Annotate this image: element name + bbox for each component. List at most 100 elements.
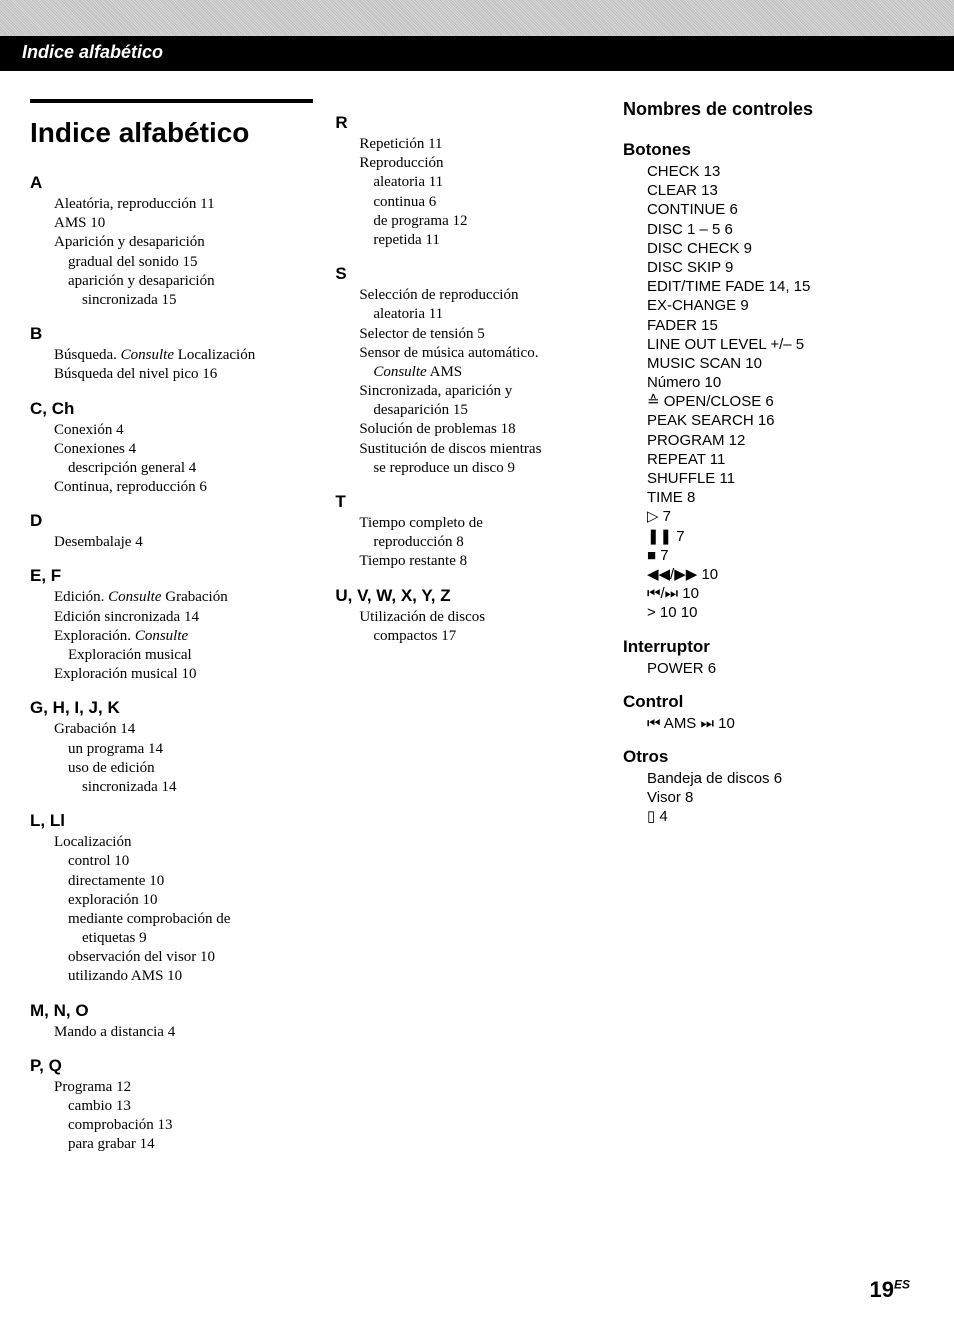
index-entry: aleatoria 11 bbox=[373, 305, 601, 324]
main-title: Indice alfabético bbox=[30, 99, 313, 149]
index-entries: Mando a distancia 4 bbox=[30, 1023, 313, 1042]
index-entry: Selección de reproducción bbox=[359, 286, 601, 305]
index-entries: Edición. Consulte GrabaciónEdición sincr… bbox=[30, 588, 313, 684]
index-column-2: RRepetición 11Reproducciónaleatoria 11co… bbox=[335, 99, 601, 1155]
index-entry: utilizando AMS 10 bbox=[68, 967, 313, 986]
letter-heading: M, N, O bbox=[30, 1001, 313, 1021]
index-entry: exploración 10 bbox=[68, 891, 313, 910]
index-entry: desaparición 15 bbox=[373, 401, 601, 420]
index-entry: Conexiones 4 bbox=[54, 440, 313, 459]
index-entry: Solución de problemas 18 bbox=[359, 420, 601, 439]
index-entries: Búsqueda. Consulte LocalizaciónBúsqueda … bbox=[30, 346, 313, 384]
control-entry: DISC 1 – 5 6 bbox=[647, 220, 924, 239]
index-entry: Desembalaje 4 bbox=[54, 533, 313, 552]
index-entry: Tiempo completo de bbox=[359, 514, 601, 533]
index-entry: Aleatória, reproducción 11 bbox=[54, 195, 313, 214]
controls-column: Nombres de controles BotonesCHECK 13CLEA… bbox=[623, 99, 924, 1155]
control-entry: > 10 10 bbox=[647, 603, 924, 622]
letter-heading: U, V, W, X, Y, Z bbox=[335, 586, 601, 606]
header-title: Indice alfabético bbox=[22, 42, 163, 62]
index-entry: cambio 13 bbox=[68, 1097, 313, 1116]
index-entry: sincronizada 15 bbox=[82, 291, 313, 310]
control-entry: EDIT/TIME FADE 14, 15 bbox=[647, 277, 924, 296]
index-entries: Utilización de discoscompactos 17 bbox=[335, 608, 601, 646]
letter-heading: A bbox=[30, 173, 313, 193]
letter-heading: E, F bbox=[30, 566, 313, 586]
index-entry: mediante comprobación de bbox=[68, 910, 313, 929]
control-entry: ◀◀/▶▶ 10 bbox=[647, 565, 924, 584]
index-entry: Conexión 4 bbox=[54, 421, 313, 440]
index-entry: Exploración musical 10 bbox=[54, 665, 313, 684]
index-entry: Búsqueda del nivel pico 16 bbox=[54, 365, 313, 384]
index-entry: Sensor de música automático. bbox=[359, 344, 601, 363]
control-entry: SHUFFLE 11 bbox=[647, 469, 924, 488]
letter-heading: T bbox=[335, 492, 601, 512]
index-entry: para grabar 14 bbox=[68, 1135, 313, 1154]
letter-heading: P, Q bbox=[30, 1056, 313, 1076]
letter-heading: G, H, I, J, K bbox=[30, 698, 313, 718]
control-entries: Bandeja de discos 6Visor 8▯ 4 bbox=[623, 769, 924, 827]
index-entry: sincronizada 14 bbox=[82, 778, 313, 797]
index-entries: Selección de reproducciónaleatoria 11Sel… bbox=[335, 286, 601, 478]
index-entry: AMS 10 bbox=[54, 214, 313, 233]
index-entries: Aleatória, reproducción 11AMS 10Aparició… bbox=[30, 195, 313, 310]
index-entry: comprobación 13 bbox=[68, 1116, 313, 1135]
control-group-heading: Botones bbox=[623, 140, 924, 160]
index-entry: se reproduce un disco 9 bbox=[373, 459, 601, 478]
control-entry: DISC CHECK 9 bbox=[647, 239, 924, 258]
control-entry: ▷ 7 bbox=[647, 507, 924, 526]
scan-noise bbox=[0, 0, 954, 36]
index-entry: Mando a distancia 4 bbox=[54, 1023, 313, 1042]
control-entry: Bandeja de discos 6 bbox=[647, 769, 924, 788]
index-entry: uso de edición bbox=[68, 759, 313, 778]
control-entry: Número 10 bbox=[647, 373, 924, 392]
control-entry: POWER 6 bbox=[647, 659, 924, 678]
index-entry: Edición. Consulte Grabación bbox=[54, 588, 313, 607]
index-entry: Sincronizada, aparición y bbox=[359, 382, 601, 401]
index-entry: Tiempo restante 8 bbox=[359, 552, 601, 571]
index-entry: Repetición 11 bbox=[359, 135, 601, 154]
index-entry: directamente 10 bbox=[68, 872, 313, 891]
index-entry: descripción general 4 bbox=[68, 459, 313, 478]
page-number-lang: ES bbox=[894, 1278, 910, 1292]
control-group-heading: Otros bbox=[623, 747, 924, 767]
control-entry: PROGRAM 12 bbox=[647, 431, 924, 450]
index-entry: Continua, reproducción 6 bbox=[54, 478, 313, 497]
control-entry: ❚❚ 7 bbox=[647, 527, 924, 546]
index-entry: Edición sincronizada 14 bbox=[54, 608, 313, 627]
index-entry: repetida 11 bbox=[373, 231, 601, 250]
control-entry: MUSIC SCAN 10 bbox=[647, 354, 924, 373]
index-entry: aleatoria 11 bbox=[373, 173, 601, 192]
index-entries: Desembalaje 4 bbox=[30, 533, 313, 552]
control-entry: ⏮/⏭ 10 bbox=[647, 584, 924, 603]
index-entry: Reproducción bbox=[359, 154, 601, 173]
control-entry: CLEAR 13 bbox=[647, 181, 924, 200]
index-entry: Exploración musical bbox=[68, 646, 313, 665]
content-columns: Indice alfabético AAleatória, reproducci… bbox=[0, 71, 954, 1155]
header-bar: Indice alfabético bbox=[0, 36, 954, 71]
index-entry: Programa 12 bbox=[54, 1078, 313, 1097]
letter-heading: R bbox=[335, 113, 601, 133]
letter-heading: S bbox=[335, 264, 601, 284]
index-entry: Aparición y desaparición bbox=[54, 233, 313, 252]
index-entry: Búsqueda. Consulte Localización bbox=[54, 346, 313, 365]
control-group-heading: Interruptor bbox=[623, 637, 924, 657]
index-entry: un programa 14 bbox=[68, 740, 313, 759]
index-entry: observación del visor 10 bbox=[68, 948, 313, 967]
index-entries: Localizacióncontrol 10directamente 10exp… bbox=[30, 833, 313, 987]
letter-heading: C, Ch bbox=[30, 399, 313, 419]
index-entries: Programa 12cambio 13comprobación 13para … bbox=[30, 1078, 313, 1155]
letter-heading: B bbox=[30, 324, 313, 344]
index-entry: Localización bbox=[54, 833, 313, 852]
control-entries: POWER 6 bbox=[623, 659, 924, 678]
index-entry: de programa 12 bbox=[373, 212, 601, 231]
control-entries: ⏮ AMS ⏭ 10 bbox=[623, 714, 924, 733]
index-entry: Grabación 14 bbox=[54, 720, 313, 739]
control-entry: TIME 8 bbox=[647, 488, 924, 507]
index-entry: aparición y desaparición bbox=[68, 272, 313, 291]
control-entry: EX-CHANGE 9 bbox=[647, 296, 924, 315]
control-entry: Visor 8 bbox=[647, 788, 924, 807]
control-entry: ≙ OPEN/CLOSE 6 bbox=[647, 392, 924, 411]
index-entry: continua 6 bbox=[373, 193, 601, 212]
controls-title: Nombres de controles bbox=[623, 99, 924, 120]
